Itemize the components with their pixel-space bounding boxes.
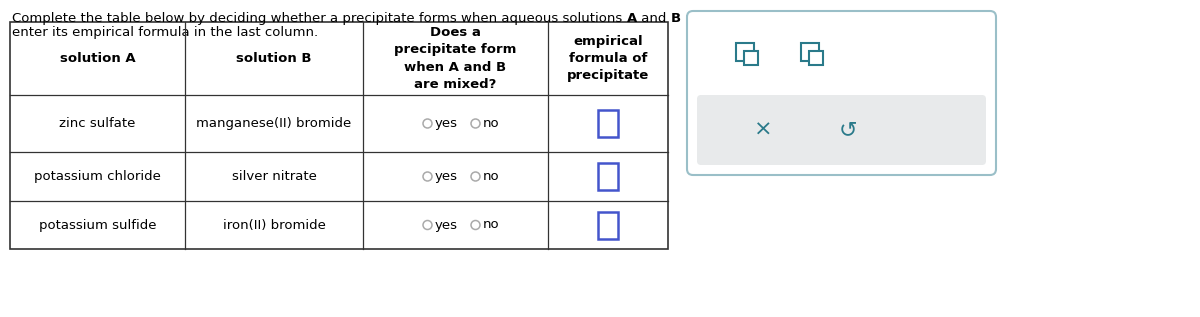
Bar [809,51,823,65]
Text: silver nitrate: silver nitrate [232,170,317,183]
Text: and: and [637,12,671,25]
Text: potassium chloride: potassium chloride [34,170,161,183]
Text: Does a
precipitate form
when A and B
are mixed?: Does a precipitate form when A and B are… [395,26,517,91]
Text: enter its empirical formula in the last column.: enter its empirical formula in the last … [12,26,318,39]
Text: ↺: ↺ [839,120,857,140]
Text: potassium sulfide: potassium sulfide [38,218,156,231]
Bar [598,211,618,238]
Bar [744,51,758,65]
Text: yes: yes [434,117,457,130]
Text: yes: yes [434,170,457,183]
Text: manganese(II) bromide: manganese(II) bromide [197,117,352,130]
Text: ×: × [754,120,773,140]
Bar [736,43,754,61]
Text: Complete the table below by deciding whether a precipitate forms when aqueous so: Complete the table below by deciding whe… [12,12,626,25]
Text: empirical
formula of
precipitate: empirical formula of precipitate [566,35,649,82]
Text: solution A: solution A [60,52,136,65]
Text: no: no [482,218,499,231]
Text: A: A [626,12,637,25]
Bar [802,43,818,61]
FancyBboxPatch shape [697,95,986,165]
Text: iron(II) bromide: iron(II) bromide [222,218,325,231]
Text: no: no [482,170,499,183]
Text: B: B [671,12,680,25]
FancyBboxPatch shape [686,11,996,175]
Text: no: no [482,117,499,130]
Bar [10,22,668,249]
Text: yes: yes [434,218,457,231]
Text: solution B: solution B [236,52,312,65]
Text: zinc sulfate: zinc sulfate [59,117,136,130]
Bar [598,110,618,137]
Bar [598,163,618,190]
Text: are mixed. If a precipitate will form,: are mixed. If a precipitate will form, [680,12,923,25]
